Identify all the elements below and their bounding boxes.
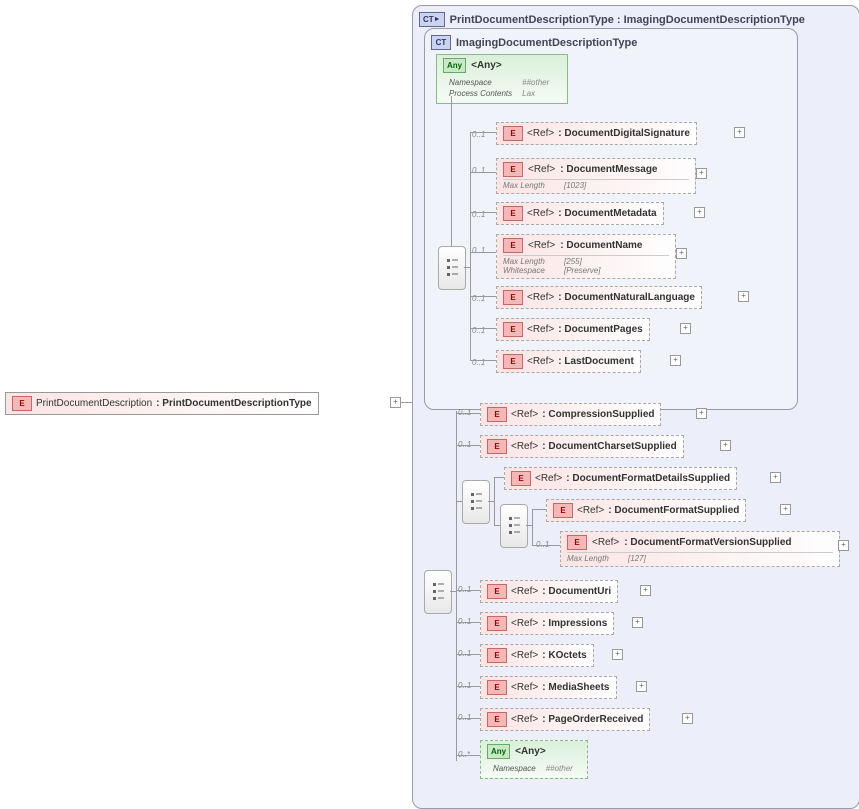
element-badge: E <box>503 354 523 369</box>
any-wildcard: Any <Any> Namespace##other <box>480 740 588 779</box>
connector-line <box>456 622 480 623</box>
connector-line <box>470 212 496 213</box>
element-badge: E <box>487 407 507 422</box>
element-badge: E <box>553 503 573 518</box>
expand-icon[interactable]: + <box>670 355 681 366</box>
element-badge: E <box>567 535 587 550</box>
ref-koctets: E <Ref> KOctets <box>480 644 594 667</box>
expand-icon[interactable]: + <box>734 127 745 138</box>
ref-page-order-received: E <Ref> PageOrderReceived <box>480 708 650 731</box>
connector-line <box>456 413 480 414</box>
expand-icon[interactable]: + <box>612 649 623 660</box>
element-badge: E <box>487 584 507 599</box>
expand-icon[interactable]: + <box>738 291 749 302</box>
inner-ct-title: ImagingDocumentDescriptionType <box>456 37 637 49</box>
expand-icon[interactable]: + <box>682 713 693 724</box>
ref-document-format-details-supplied: E <Ref> DocumentFormatDetailsSupplied <box>504 467 737 490</box>
connector-line <box>494 477 504 478</box>
ref-document-name: E<Ref>DocumentName Max Length[255] White… <box>496 234 676 279</box>
ct-badge: CT► <box>419 12 445 27</box>
sequence-compositor <box>438 246 466 290</box>
connector-line <box>451 96 452 246</box>
element-badge: E <box>503 162 523 177</box>
connector-line <box>456 755 480 756</box>
outer-ct-title: PrintDocumentDescriptionType : ImagingDo… <box>450 14 805 26</box>
cardinality: 0..1 <box>472 166 485 175</box>
expand-icon[interactable]: + <box>720 440 731 451</box>
connector-line <box>400 402 412 403</box>
ref-document-pages: E <Ref> DocumentPages <box>496 318 650 341</box>
outer-ct-header: CT► PrintDocumentDescriptionType : Imagi… <box>419 12 853 27</box>
connector-line <box>470 328 496 329</box>
any-label: <Any> <box>515 746 546 757</box>
ref-document-charset-supplied: E <Ref> DocumentCharsetSupplied <box>480 435 684 458</box>
expand-icon[interactable]: + <box>636 681 647 692</box>
any-badge: Any <box>443 58 466 73</box>
element-badge: E <box>487 680 507 695</box>
sequence-compositor <box>462 480 490 524</box>
element-badge: E <box>12 396 32 411</box>
ref-document-message: E<Ref>DocumentMessage Max Length[1023] <box>496 158 696 194</box>
expand-icon[interactable]: + <box>770 472 781 483</box>
root-element-name: PrintDocumentDescription <box>36 398 152 409</box>
element-badge: E <box>503 290 523 305</box>
connector-line <box>456 654 480 655</box>
expand-icon[interactable]: + <box>696 408 707 419</box>
expand-icon[interactable]: + <box>694 207 705 218</box>
ref-document-metadata: E <Ref> DocumentMetadata <box>496 202 664 225</box>
connector-line <box>470 252 496 253</box>
element-badge: E <box>487 648 507 663</box>
ref-media-sheets: E <Ref> MediaSheets <box>480 676 617 699</box>
ref-document-digital-signature: E <Ref> DocumentDigitalSignature <box>496 122 697 145</box>
connector-line <box>456 411 457 761</box>
element-badge: E <box>487 616 507 631</box>
expand-icon[interactable]: + <box>696 168 707 179</box>
expand-icon[interactable]: + <box>640 585 651 596</box>
connector-line <box>532 509 546 510</box>
ref-document-natural-language: E <Ref> DocumentNaturalLanguage <box>496 286 702 309</box>
connector-line <box>456 718 480 719</box>
connector-line <box>532 545 560 546</box>
any-attributes: Namespace##other Process ContentsLax <box>443 76 555 100</box>
ref-compression-supplied: E <Ref> CompressionSupplied <box>480 403 661 426</box>
cardinality: 0..1 <box>472 246 485 255</box>
element-badge: E <box>487 712 507 727</box>
any-label: <Any> <box>471 60 502 71</box>
element-badge: E <box>503 322 523 337</box>
expand-icon[interactable]: + <box>780 504 791 515</box>
expand-icon[interactable]: + <box>680 323 691 334</box>
element-badge: E <box>503 238 523 253</box>
root-element: E PrintDocumentDescription : PrintDocume… <box>5 392 319 415</box>
expand-icon[interactable]: + <box>838 540 849 551</box>
ref-document-format-supplied: E <Ref> DocumentFormatSupplied <box>546 499 746 522</box>
element-badge: E <box>487 439 507 454</box>
root-element-type: : PrintDocumentDescriptionType <box>156 398 311 409</box>
element-badge: E <box>503 126 523 141</box>
connector-line <box>456 445 480 446</box>
sequence-compositor <box>424 570 452 614</box>
ref-document-format-version-supplied: E<Ref>DocumentFormatVersionSupplied Max … <box>560 531 840 567</box>
ct-badge: CT <box>431 35 451 50</box>
any-badge: Any <box>487 744 510 759</box>
element-badge: E <box>511 471 531 486</box>
sequence-compositor <box>500 504 528 548</box>
connector-line <box>470 296 496 297</box>
connector-line <box>532 509 533 545</box>
ref-document-uri: E <Ref> DocumentUri <box>480 580 618 603</box>
any-wildcard: Any <Any> Namespace##other Process Conte… <box>436 54 568 104</box>
connector-line <box>470 132 471 360</box>
connector-line <box>470 172 496 173</box>
connector-line <box>470 132 496 133</box>
connector-line <box>470 360 496 361</box>
inner-ct-header: CT ImagingDocumentDescriptionType <box>431 35 791 50</box>
ref-last-document: E <Ref> LastDocument <box>496 350 641 373</box>
element-badge: E <box>503 206 523 221</box>
connector-line <box>456 686 480 687</box>
connector-line <box>494 477 495 525</box>
expand-icon[interactable]: + <box>632 617 643 628</box>
any-attributes: Namespace##other <box>487 762 579 775</box>
connector-line <box>456 590 480 591</box>
ref-impressions: E <Ref> Impressions <box>480 612 614 635</box>
expand-icon[interactable]: + <box>676 248 687 259</box>
